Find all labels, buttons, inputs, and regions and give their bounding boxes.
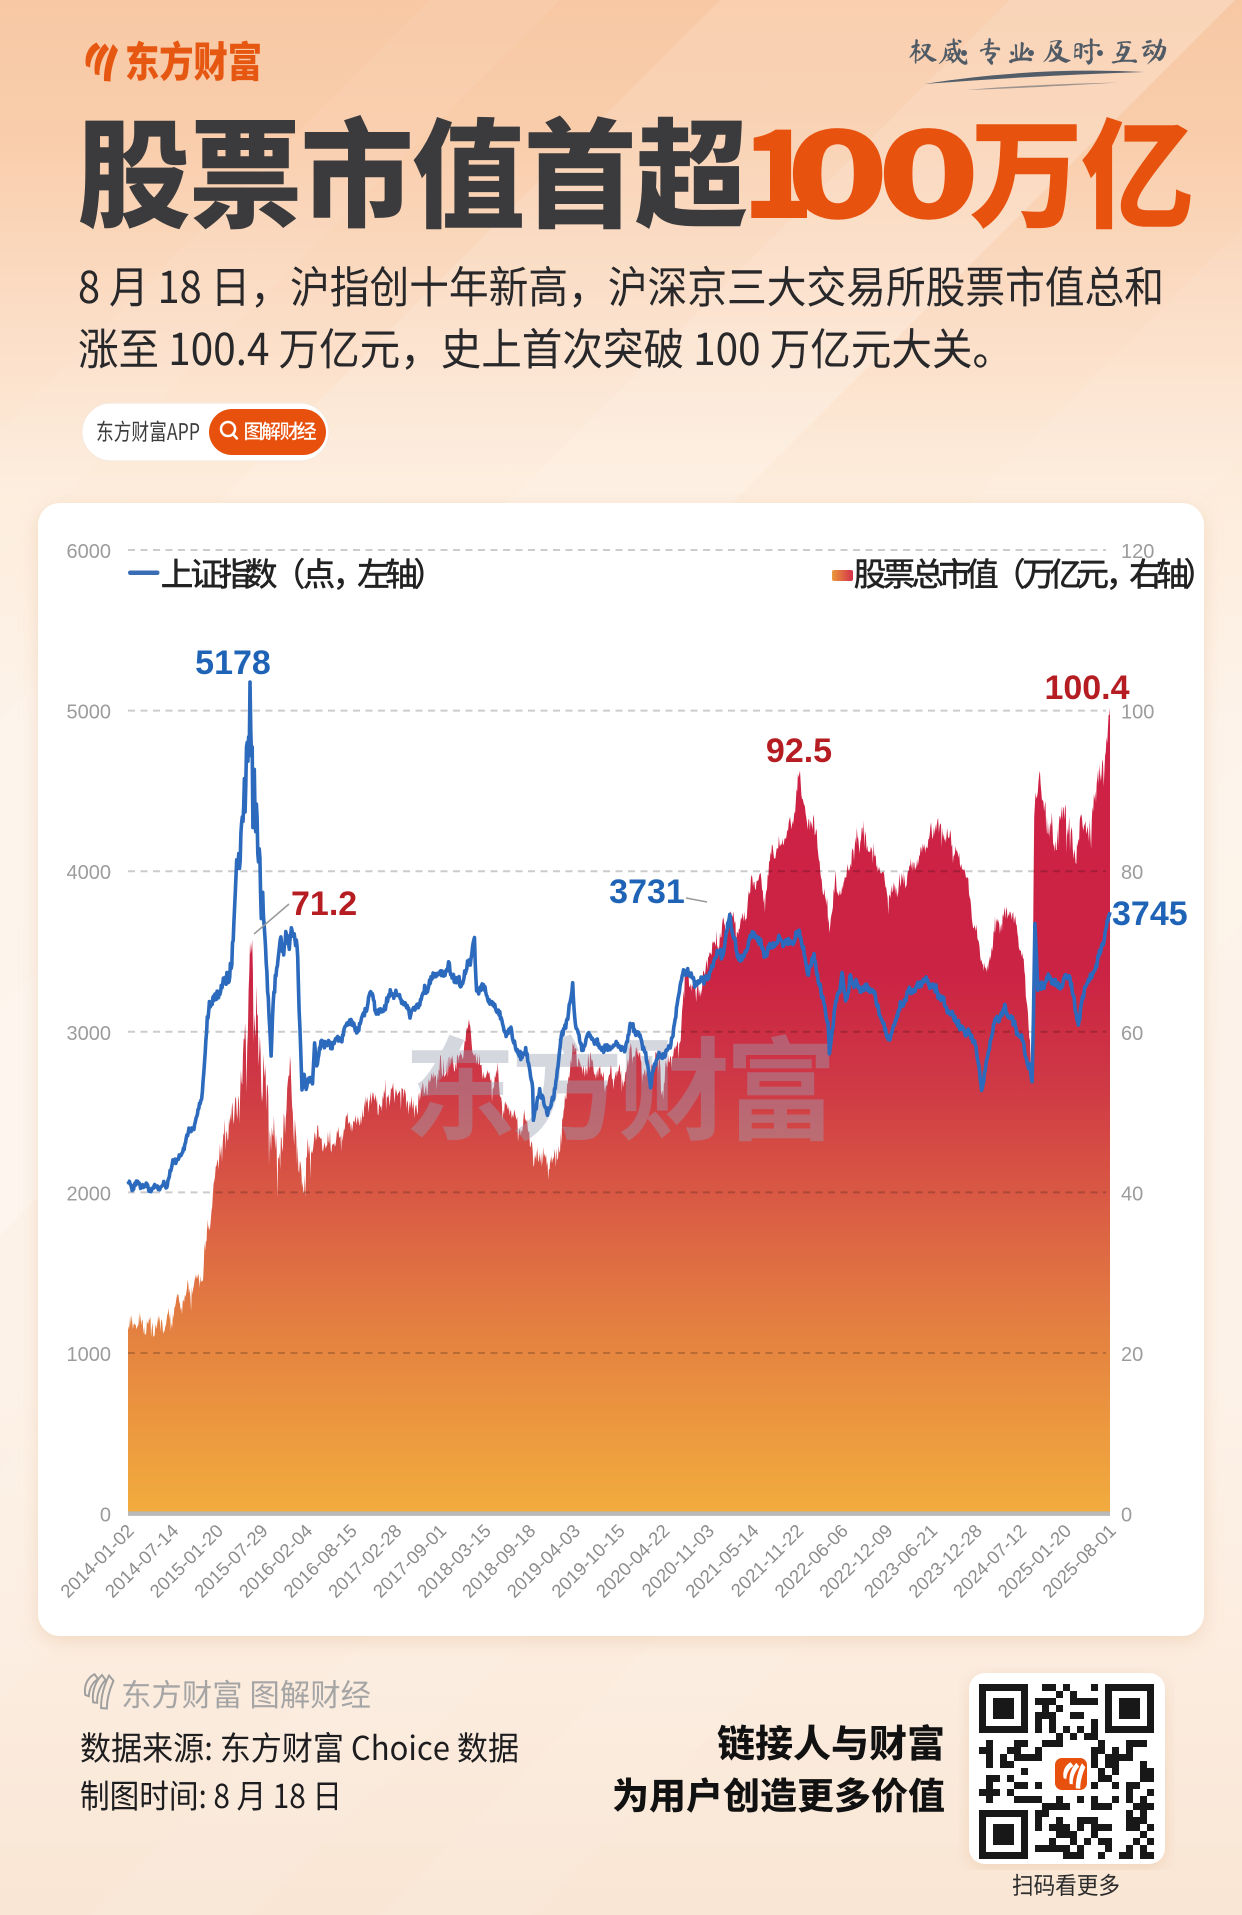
svg-text:100: 100 [1121,702,1154,724]
svg-text:5178: 5178 [195,644,271,682]
svg-text:0: 0 [1121,1505,1132,1527]
svg-text:6000: 6000 [67,541,112,563]
svg-text:1000: 1000 [67,1344,112,1366]
svg-text:71.2: 71.2 [291,885,357,923]
svg-text:120: 120 [1121,541,1154,563]
svg-text:3731: 3731 [609,873,685,911]
svg-text:3000: 3000 [67,1023,112,1045]
svg-text:20: 20 [1121,1344,1143,1366]
svg-text:92.5: 92.5 [766,732,832,770]
svg-text:100.4: 100.4 [1044,669,1129,707]
svg-text:0: 0 [100,1505,111,1527]
svg-text:80: 80 [1121,862,1143,884]
svg-text:2000: 2000 [67,1183,112,1205]
svg-text:60: 60 [1121,1023,1143,1045]
svg-text:40: 40 [1121,1183,1143,1205]
svg-text:3745: 3745 [1112,895,1188,933]
svg-text:4000: 4000 [67,862,112,884]
svg-text:5000: 5000 [67,702,112,724]
